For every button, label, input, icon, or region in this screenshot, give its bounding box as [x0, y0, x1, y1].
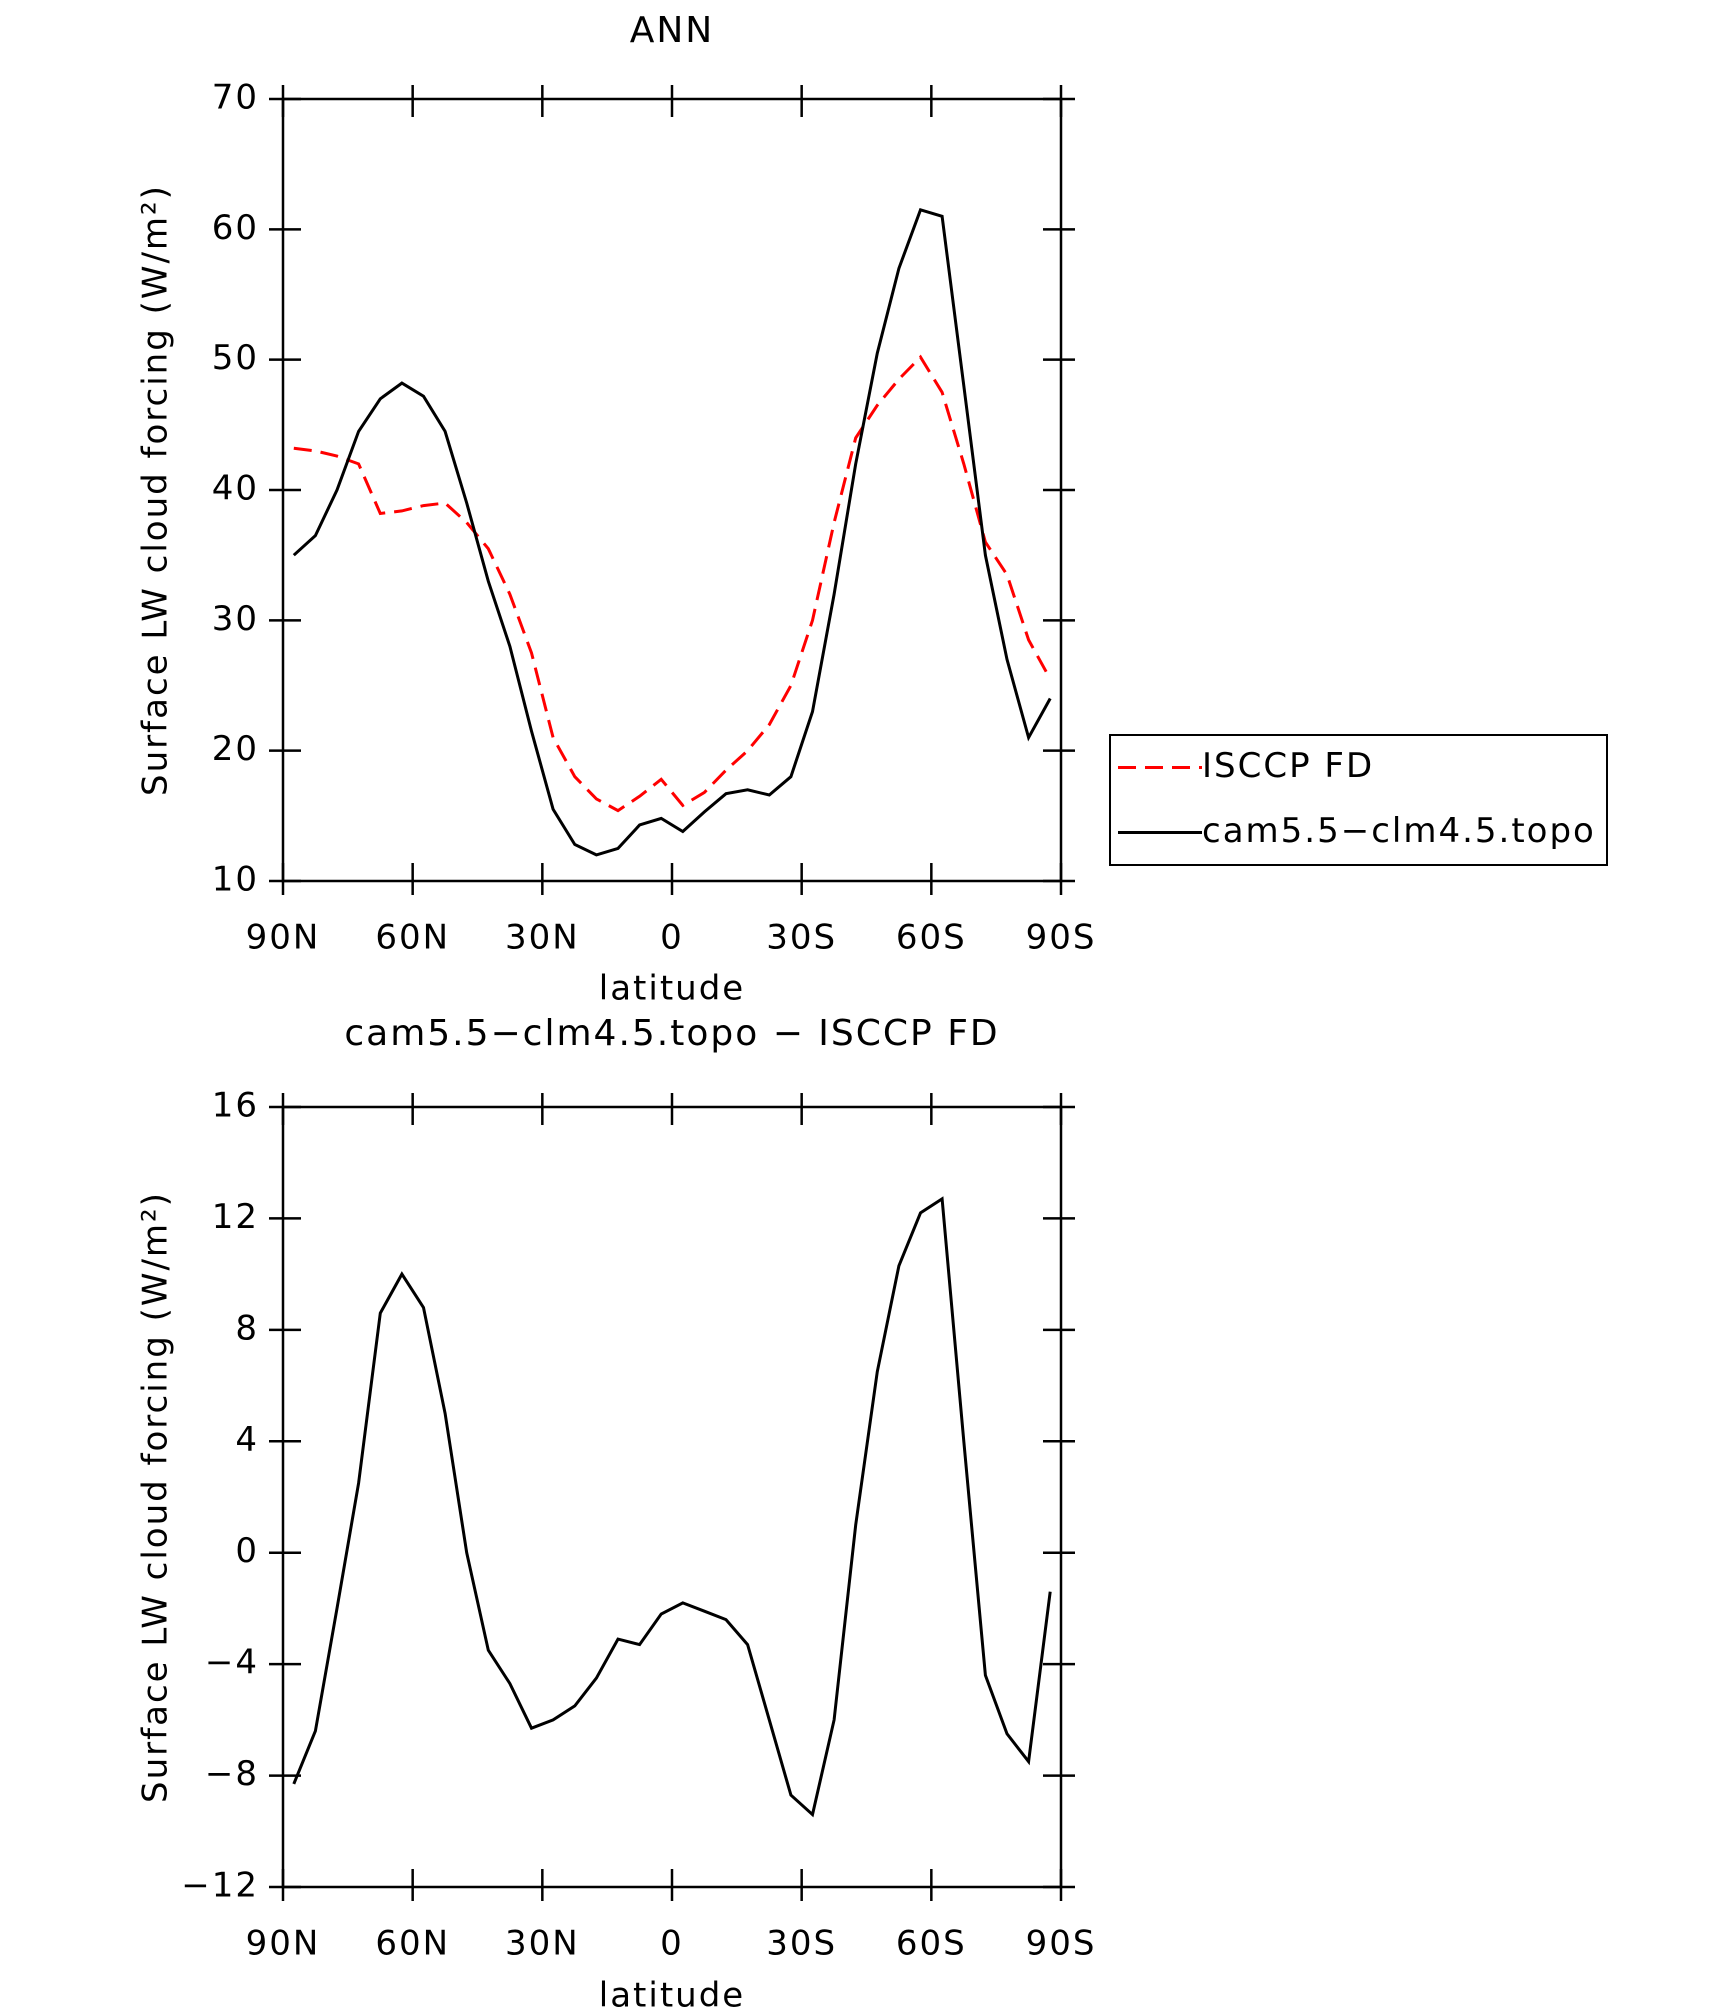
- legend-label: cam5.5−clm4.5.topo: [1202, 811, 1596, 851]
- x-tick-label: 60N: [375, 918, 450, 958]
- x-tick-label: 30S: [766, 918, 837, 958]
- y-tick-label: −8: [205, 1754, 259, 1794]
- y-tick-label: 30: [212, 599, 259, 639]
- legend-box: [1109, 734, 1608, 866]
- y-axis-label: Surface LW cloud forcing (W/m²): [136, 184, 176, 796]
- x-tick-label: 60N: [375, 1924, 450, 1964]
- x-tick-label: 0: [660, 1924, 684, 1964]
- y-tick-label: −12: [181, 1866, 259, 1906]
- x-tick-label: 90S: [1026, 1924, 1097, 1964]
- plot-frame: [281, 97, 1063, 883]
- y-tick-label: 0: [235, 1531, 259, 1571]
- y-tick-label: 40: [212, 469, 259, 509]
- x-tick-label: 30S: [766, 1924, 837, 1964]
- x-tick-label: 60S: [896, 1924, 967, 1964]
- x-tick-label: 90S: [1026, 918, 1097, 958]
- data-line: [293, 354, 1052, 813]
- y-tick-label: 20: [212, 729, 259, 769]
- x-tick-label: 30N: [505, 1924, 580, 1964]
- data-line: [292, 1196, 1052, 1818]
- y-tick-label: 12: [212, 1197, 259, 1237]
- y-axis-label: Surface LW cloud forcing (W/m²): [136, 1191, 176, 1803]
- y-tick-label: 4: [235, 1420, 259, 1460]
- x-axis-label: latitude: [599, 969, 745, 1009]
- chart-title: ANN: [630, 10, 715, 51]
- data-line: [292, 207, 1052, 857]
- y-tick-label: 50: [212, 338, 259, 378]
- legend-label: ISCCP FD: [1202, 746, 1374, 786]
- x-tick-label: 60S: [896, 918, 967, 958]
- x-tick-label: 90N: [246, 1924, 321, 1964]
- y-tick-label: 70: [212, 78, 259, 118]
- y-tick-label: 60: [212, 208, 259, 248]
- chart-title: cam5.5−clm4.5.topo − ISCCP FD: [344, 1013, 999, 1054]
- y-tick-label: 10: [212, 860, 259, 900]
- x-tick-label: 30N: [505, 918, 580, 958]
- y-tick-label: 16: [212, 1086, 259, 1126]
- y-tick-label: −4: [205, 1643, 259, 1683]
- x-axis-label: latitude: [599, 1976, 745, 2010]
- y-tick-label: 8: [235, 1308, 259, 1348]
- x-tick-label: 0: [660, 918, 684, 958]
- x-tick-label: 90N: [246, 918, 321, 958]
